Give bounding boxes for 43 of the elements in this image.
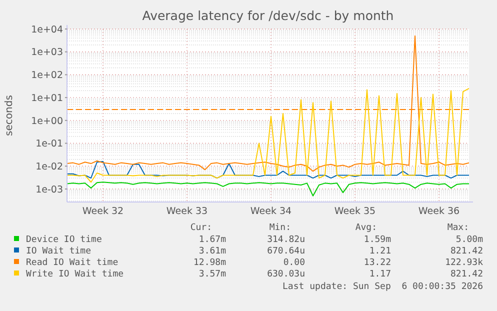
x-tick-label: Week 36 xyxy=(418,206,460,217)
y-tick-label: 1e+00 xyxy=(31,116,63,127)
text: Max: xyxy=(447,223,469,233)
y-tick-label: 1e-03 xyxy=(36,184,63,196)
text: Min: xyxy=(269,223,291,233)
y-tick-label: 1e-01 xyxy=(36,138,63,150)
text: 3.57m xyxy=(198,270,226,280)
text: Cur: xyxy=(190,223,212,233)
text: 122.93k xyxy=(445,258,484,268)
text: 5.00m xyxy=(456,235,483,245)
text: 12.98m xyxy=(193,258,226,268)
text: Avg: xyxy=(355,223,377,233)
text: 630.03u xyxy=(267,270,305,280)
x-tick-label: Week 32 xyxy=(82,206,124,217)
line-series xyxy=(67,182,469,196)
text: Last update: Sun Sep 6 00:00:35 2026 xyxy=(282,282,483,292)
line-series xyxy=(67,88,469,183)
x-tick-label: Week 34 xyxy=(250,206,292,217)
y-tick-label: 1e+03 xyxy=(31,47,63,58)
text: 1.67m xyxy=(198,235,226,245)
y-tick-label: 1e-02 xyxy=(36,161,63,172)
y-tick-label: 1e+04 xyxy=(31,24,63,36)
y-tick-label: 1e+01 xyxy=(31,92,63,104)
legend-label: Device IO time xyxy=(26,235,102,245)
y-tick-label: 1e+02 xyxy=(31,70,63,82)
text: 314.82u xyxy=(267,235,305,245)
chart-title: Average latency for /dev/sdc - by month xyxy=(142,8,394,23)
text: 821.42 xyxy=(450,270,483,280)
legend-label: Read IO Wait time xyxy=(26,258,118,268)
text: 821.42 xyxy=(450,246,483,256)
text: 0.00 xyxy=(283,258,305,268)
y-axis-title: seconds xyxy=(4,95,15,136)
text: 1.59m xyxy=(364,235,391,245)
text: 670.64u xyxy=(267,246,305,256)
legend-label: IO Wait time xyxy=(26,246,92,256)
text: 1.21 xyxy=(369,246,391,256)
legend-label: Write IO Wait time xyxy=(26,270,124,280)
x-tick-label: Week 33 xyxy=(166,206,208,217)
x-tick-label: Week 35 xyxy=(334,206,376,217)
text: 3.61m xyxy=(198,246,226,256)
text: 13.22 xyxy=(364,258,391,268)
line-series xyxy=(67,35,469,172)
text: 1.17 xyxy=(369,270,391,280)
